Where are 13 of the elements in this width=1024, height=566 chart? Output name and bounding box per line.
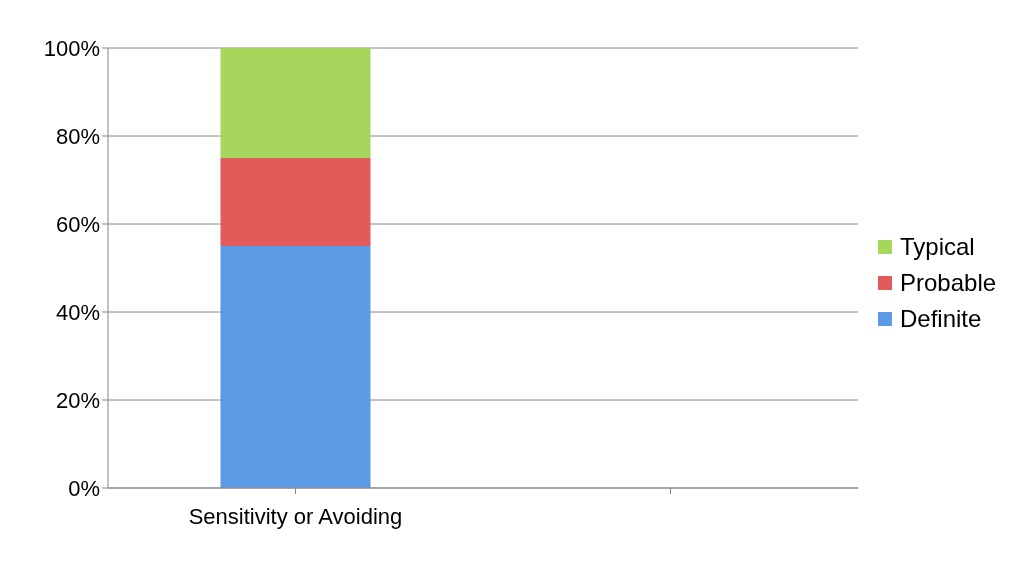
y-tick-label: 100% — [43, 35, 100, 61]
y-tick-label: 80% — [55, 123, 100, 149]
x-tick-label: Sensitivity or Avoiding — [188, 503, 403, 529]
legend-label: Probable — [900, 269, 997, 297]
bar — [220, 158, 371, 246]
legend-label: Typical — [900, 233, 975, 261]
legend-label: Definite — [900, 305, 982, 333]
bar — [220, 48, 371, 158]
y-tick-label: 0% — [68, 475, 100, 501]
y-tick-label: 60% — [55, 211, 100, 237]
y-tick-label: 20% — [55, 387, 100, 413]
bar — [220, 246, 371, 488]
y-tick-label: 40% — [55, 299, 100, 325]
